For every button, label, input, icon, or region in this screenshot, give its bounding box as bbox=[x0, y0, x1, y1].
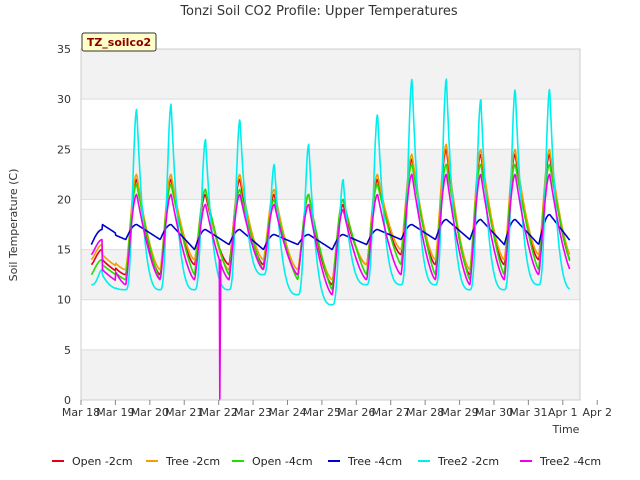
legend-label: Open -2cm bbox=[72, 455, 133, 468]
legend-item: Tree2 -4cm bbox=[520, 455, 601, 468]
legend-item: Tree -2cm bbox=[146, 455, 220, 468]
legend-item: Open -2cm bbox=[52, 455, 133, 468]
y-tick-label: 25 bbox=[57, 143, 71, 156]
legend-label: Tree -2cm bbox=[165, 455, 220, 468]
x-tick-label: Mar 30 bbox=[475, 406, 513, 419]
chart-title: Tonzi Soil CO2 Profile: Upper Temperatur… bbox=[179, 4, 458, 19]
x-tick-label: Mar 23 bbox=[234, 406, 272, 419]
grid-band bbox=[81, 149, 580, 200]
tag-box: TZ_soilco2 bbox=[81, 32, 157, 52]
x-tick-label: Mar 21 bbox=[165, 406, 203, 419]
y-tick-label: 15 bbox=[57, 244, 71, 257]
x-tick-label: Mar 28 bbox=[406, 406, 444, 419]
y-tick-label: 20 bbox=[57, 193, 71, 206]
legend-label: Tree -4cm bbox=[347, 455, 402, 468]
x-tick-label: Mar 29 bbox=[440, 406, 478, 419]
x-tick-label: Mar 27 bbox=[372, 406, 410, 419]
x-tick-label: Mar 25 bbox=[303, 406, 341, 419]
legend-label: Tree2 -2cm bbox=[437, 455, 499, 468]
y-tick-label: 5 bbox=[64, 344, 71, 357]
tag-label: TZ_soilco2 bbox=[87, 36, 151, 49]
x-tick-label: Mar 20 bbox=[131, 406, 169, 419]
legend-item: Tree -4cm bbox=[328, 455, 402, 468]
x-axis-label: Time bbox=[552, 423, 580, 436]
axes bbox=[80, 48, 598, 405]
y-tick-label: 30 bbox=[57, 93, 71, 106]
x-tick-label: Mar 24 bbox=[268, 406, 306, 419]
plot-border bbox=[80, 48, 581, 401]
series-line-tree2-2cm bbox=[91, 78, 571, 306]
x-tick-label: Mar 18 bbox=[62, 406, 100, 419]
series-line-tree2-4cm bbox=[90, 173, 571, 401]
legend: Open -2cm Tree -2cm Open -4cm Tree -4cm Tree… bbox=[52, 455, 601, 468]
x-tick-label: Mar 26 bbox=[337, 406, 375, 419]
x-tick-label: Mar 31 bbox=[509, 406, 547, 419]
y-axis-label: Soil Temperature (C) bbox=[7, 169, 20, 282]
y-tick-labels: 0 5 10 15 20 25 30 35 bbox=[57, 43, 71, 407]
plot-area bbox=[81, 49, 580, 400]
grid-band bbox=[81, 349, 580, 400]
plot-background bbox=[81, 49, 580, 400]
legend-label: Open -4cm bbox=[252, 455, 313, 468]
legend-item: Open -4cm bbox=[232, 455, 313, 468]
series-layer bbox=[90, 78, 571, 401]
grid-band bbox=[81, 49, 580, 100]
y-tick-label: 0 bbox=[64, 394, 71, 407]
x-tick-label: Apr 2 bbox=[582, 406, 612, 419]
y-tick-label: 35 bbox=[57, 43, 71, 56]
y-tick-label: 10 bbox=[57, 294, 71, 307]
x-tick-label: Mar 22 bbox=[200, 406, 238, 419]
legend-item: Tree2 -2cm bbox=[418, 455, 499, 468]
x-tick-label: Apr 1 bbox=[548, 406, 578, 419]
x-tick-label: Mar 19 bbox=[96, 406, 134, 419]
legend-label: Tree2 -4cm bbox=[539, 455, 601, 468]
series-line-tree-2cm bbox=[90, 143, 571, 281]
series-line-open-4cm bbox=[90, 163, 571, 291]
